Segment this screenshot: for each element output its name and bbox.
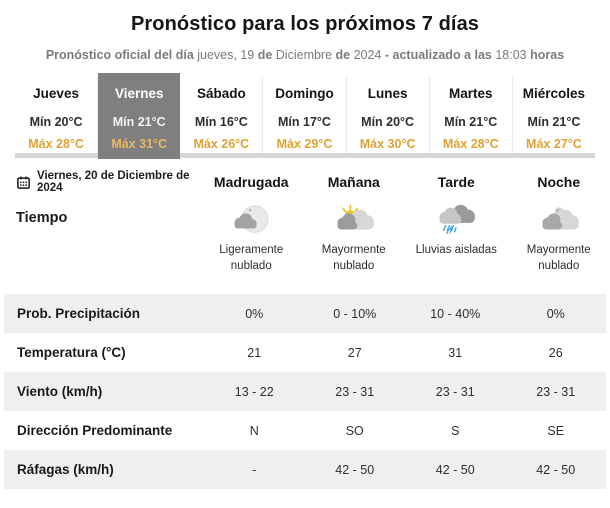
day-name: Domingo xyxy=(263,86,345,101)
condition-label: Mayormente nublado xyxy=(311,242,397,274)
weather-conditions-row: Tiempo Ligeramente nublado xyxy=(0,201,610,294)
table-row-rafagas: Ráfagas (km/h) - 42 - 50 42 - 50 42 - 50 xyxy=(4,450,606,489)
day-min-temp: Mín 17°C xyxy=(263,115,345,129)
row-value: 27 xyxy=(305,346,406,360)
period-header-noche: Noche xyxy=(508,174,610,190)
condition-label: Ligeramente nublado xyxy=(208,242,294,274)
day-card-martes[interactable]: Martes Mín 21°C Máx 28°C xyxy=(430,77,513,153)
row-value: - xyxy=(204,463,305,477)
condition-tarde: Lluvias aisladas xyxy=(405,201,508,294)
row-value: 23 - 31 xyxy=(405,385,506,399)
subtitle-segment: de xyxy=(336,48,354,62)
row-value: 23 - 31 xyxy=(506,385,607,399)
table-row-precipitacion: Prob. Precipitación 0% 0 - 10% 10 - 40% … xyxy=(4,294,606,333)
row-value: 42 - 50 xyxy=(305,463,406,477)
day-card-jueves[interactable]: Jueves Mín 20°C Máx 28°C xyxy=(15,77,98,153)
day-min-temp: Mín 21°C xyxy=(513,115,595,129)
row-value: 0% xyxy=(506,307,607,321)
day-name: Miércoles xyxy=(513,86,595,101)
row-label: Dirección Predominante xyxy=(4,423,204,438)
moon-with-cloud-icon xyxy=(227,203,275,237)
subtitle-segment: horas xyxy=(530,48,564,62)
day-min-temp: Mín 21°C xyxy=(430,115,512,129)
subtitle-segment: - actualizado a las xyxy=(385,48,495,62)
day-min-temp: Mín 21°C xyxy=(98,115,180,129)
table-row-viento: Viento (km/h) 13 - 22 23 - 31 23 - 31 23… xyxy=(4,372,606,411)
subtitle-segment: 2024 xyxy=(354,48,385,62)
day-max-temp: Máx 30°C xyxy=(347,137,429,151)
day-min-temp: Mín 20°C xyxy=(347,115,429,129)
condition-madrugada: Ligeramente nublado xyxy=(200,201,303,294)
row-label: Viento (km/h) xyxy=(4,384,204,399)
period-header-madrugada: Madrugada xyxy=(200,174,303,190)
subtitle-segment: de xyxy=(258,48,276,62)
row-value: 0% xyxy=(204,307,305,321)
table-row-direccion: Dirección Predominante N SO S SE xyxy=(4,411,606,450)
row-value: SE xyxy=(506,424,607,438)
subtitle-segment: Pronóstico oficial del día xyxy=(46,48,197,62)
row-value: 10 - 40% xyxy=(405,307,506,321)
condition-manana: Mayormente nublado xyxy=(303,201,406,294)
selected-date: Viernes, 20 de Diciembre de 2024 xyxy=(0,170,200,194)
row-value: 21 xyxy=(204,346,305,360)
day-name: Martes xyxy=(430,86,512,101)
day-max-temp: Máx 28°C xyxy=(430,137,512,151)
row-value: 31 xyxy=(405,346,506,360)
row-value: 23 - 31 xyxy=(305,385,406,399)
day-card-miercoles[interactable]: Miércoles Mín 21°C Máx 27°C xyxy=(513,77,595,153)
day-max-temp: Máx 27°C xyxy=(513,137,595,151)
day-min-temp: Mín 16°C xyxy=(180,115,262,129)
row-value: 42 - 50 xyxy=(405,463,506,477)
rain-clouds-icon xyxy=(432,203,480,237)
page-title: Pronóstico para los próximos 7 días xyxy=(0,13,610,36)
sun-behind-clouds-icon xyxy=(330,203,378,237)
row-label: Temperatura (°C) xyxy=(4,345,204,360)
condition-noche: Mayormente nublado xyxy=(508,201,610,294)
day-name: Sábado xyxy=(180,86,262,101)
day-max-temp: Máx 26°C xyxy=(180,137,262,151)
day-max-temp: Máx 29°C xyxy=(263,137,345,151)
row-label: Prob. Precipitación xyxy=(4,306,204,321)
day-card-viernes[interactable]: Viernes Mín 21°C Máx 31°C xyxy=(98,73,180,159)
subtitle-segment: 18:03 xyxy=(495,48,530,62)
day-max-temp: Máx 28°C xyxy=(15,137,97,151)
condition-label: Mayormente nublado xyxy=(516,242,602,274)
condition-label: Lluvias aisladas xyxy=(413,242,499,258)
day-max-temp: Máx 31°C xyxy=(98,137,180,151)
row-value: S xyxy=(405,424,506,438)
day-min-temp: Mín 20°C xyxy=(15,115,97,129)
subtitle-segment: jueves, 19 xyxy=(197,48,257,62)
day-card-lunes[interactable]: Lunes Mín 20°C Máx 30°C xyxy=(347,77,430,153)
detail-table-header: Viernes, 20 de Diciembre de 2024 Madruga… xyxy=(0,169,610,195)
calendar-icon xyxy=(16,175,31,190)
row-value: SO xyxy=(305,424,406,438)
row-value: 26 xyxy=(506,346,607,360)
day-card-domingo[interactable]: Domingo Mín 17°C Máx 29°C xyxy=(263,77,346,153)
day-name: Viernes xyxy=(98,86,180,101)
day-name: Lunes xyxy=(347,86,429,101)
table-row-temperatura: Temperatura (°C) 21 27 31 26 xyxy=(4,333,606,372)
forecast-subtitle: Pronóstico oficial del día jueves, 19 de… xyxy=(0,48,610,62)
day-name: Jueves xyxy=(15,86,97,101)
row-value: 13 - 22 xyxy=(204,385,305,399)
day-card-sabado[interactable]: Sábado Mín 16°C Máx 26°C xyxy=(180,77,263,153)
selected-date-label: Viernes, 20 de Diciembre de 2024 xyxy=(37,170,200,194)
row-label: Ráfagas (km/h) xyxy=(4,462,204,477)
tiempo-row-label: Tiempo xyxy=(0,201,200,294)
period-header-manana: Mañana xyxy=(303,174,406,190)
row-value: 42 - 50 xyxy=(506,463,607,477)
subtitle-segment: Diciembre xyxy=(276,48,336,62)
day-selector: Jueves Mín 20°C Máx 28°C Viernes Mín 21°… xyxy=(15,77,595,158)
period-header-tarde: Tarde xyxy=(405,174,508,190)
row-value: N xyxy=(204,424,305,438)
row-value: 0 - 10% xyxy=(305,307,406,321)
moon-behind-clouds-icon xyxy=(535,203,583,237)
